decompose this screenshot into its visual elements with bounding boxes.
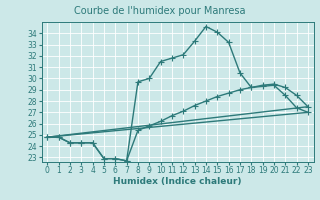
Text: Courbe de l'humidex pour Manresa: Courbe de l'humidex pour Manresa: [74, 6, 246, 16]
X-axis label: Humidex (Indice chaleur): Humidex (Indice chaleur): [113, 177, 242, 186]
